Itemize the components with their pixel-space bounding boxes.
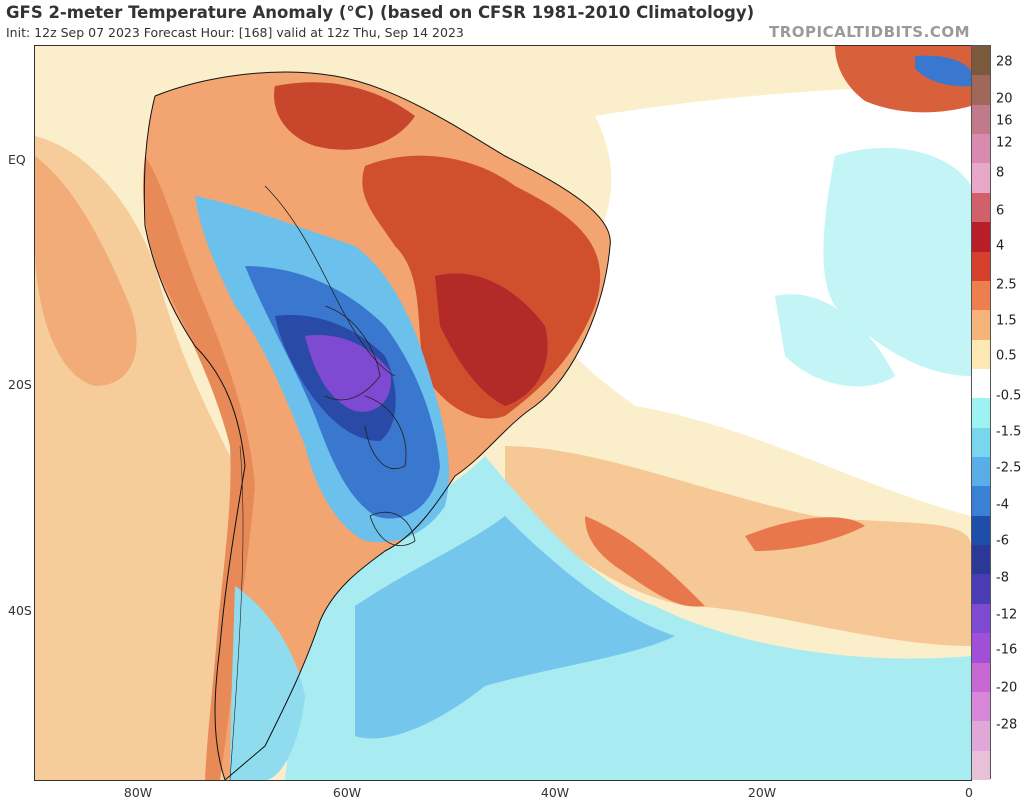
colorbar-tick-label: 16	[996, 113, 1013, 129]
pacific-warm-core	[35, 156, 137, 386]
atlantic-cool-patch-north	[823, 147, 971, 376]
africa-cold-patch	[915, 55, 971, 87]
colorbar-tick-label: 12	[996, 135, 1013, 151]
colorbar-segment	[972, 368, 990, 399]
lat-label-40s: 40S	[8, 603, 32, 618]
colorbar-tick-label: 1.5	[996, 313, 1017, 329]
colorbar-segment	[972, 721, 990, 752]
colorbar-segment	[972, 515, 990, 546]
colorbar-segment	[972, 134, 990, 164]
colorbar-tick-label: -4	[996, 497, 1009, 513]
coastline	[154, 71, 611, 780]
colorbar-tick-label: -0.5	[996, 388, 1022, 404]
lon-label-80w: 80W	[123, 785, 153, 800]
patagonia-cool	[230, 586, 305, 780]
colorbar-tick-label: 2.5	[996, 277, 1017, 293]
colorbar-segment	[972, 75, 990, 106]
lon-label-60w: 60W	[332, 785, 362, 800]
country-border-uruguay	[369, 511, 416, 547]
purple-extreme-core	[305, 335, 391, 412]
south-atlantic-hot-core	[585, 516, 705, 607]
colorbar-segment	[972, 398, 990, 429]
colorbar-tick-label: -1.5	[996, 424, 1022, 440]
country-border-chile-argentina	[229, 445, 244, 780]
colorbar-segment	[972, 192, 990, 223]
colorbar-segment	[972, 545, 990, 575]
colorbar-tick-label: -20	[996, 680, 1018, 696]
colorbar-segment	[972, 427, 990, 458]
colorbar	[971, 45, 991, 781]
colorbar-tick-label: 8	[996, 165, 1005, 181]
colorbar-tick-label: 0.5	[996, 348, 1017, 364]
chart-title: GFS 2-meter Temperature Anomaly (°C) (ba…	[6, 3, 755, 22]
chart-subtitle: Init: 12z Sep 07 2023 Forecast Hour: [16…	[6, 25, 464, 40]
southern-ocean-cold	[355, 516, 675, 739]
lat-label-eq: EQ	[8, 152, 26, 167]
colorbar-tick-label: -2.5	[996, 460, 1022, 476]
colorbar-tick-label: 6	[996, 203, 1005, 219]
colorbar-segment	[972, 251, 990, 282]
colorbar-tick-label: 4	[996, 238, 1005, 254]
colorbar-tick-label: 20	[996, 91, 1013, 107]
colorbar-segment	[972, 163, 990, 194]
colorbar-tick-label: -6	[996, 533, 1009, 549]
colorbar-tick-label: -12	[996, 607, 1018, 623]
colorbar-tick-label: -28	[996, 717, 1018, 733]
colorbar-segment	[972, 662, 990, 693]
colorbar-segment	[972, 633, 990, 664]
south-atlantic-hot-streak	[745, 517, 865, 551]
andes-warm-strip	[143, 156, 255, 780]
colorbar-tick-label: -16	[996, 642, 1018, 658]
colorbar-segment	[972, 691, 990, 722]
country-border-paraguay	[364, 395, 407, 469]
country-border-bolivia	[324, 305, 381, 401]
lon-label-40w: 40W	[540, 785, 570, 800]
colorbar-segment	[972, 339, 990, 370]
south-atlantic-warm-band	[505, 446, 971, 646]
atlantic-cool-patch-mid	[775, 294, 895, 387]
colorbar-segment	[972, 750, 990, 781]
colorbar-tick-label: 28	[996, 54, 1013, 70]
colorbar-segment	[972, 603, 990, 634]
colorbar-tick-label: -8	[996, 570, 1009, 586]
colorbar-segment	[972, 104, 990, 135]
coastline-west	[143, 95, 246, 780]
colorbar-segment	[972, 457, 990, 487]
colorbar-segment	[972, 280, 990, 311]
lat-label-20s: 20S	[8, 377, 32, 392]
colorbar-segment	[972, 310, 990, 341]
colorbar-segment	[972, 46, 990, 76]
brand-watermark: TROPICALTIDBITS.COM	[769, 23, 970, 41]
lon-label-20w: 20W	[747, 785, 777, 800]
amazon-north-hot	[274, 82, 415, 150]
map-canvas	[35, 46, 971, 780]
anomaly-map	[34, 45, 972, 781]
colorbar-segment	[972, 574, 990, 605]
colorbar-segment	[972, 486, 990, 517]
lon-label-0: 0	[965, 785, 973, 800]
colorbar-segment	[972, 222, 990, 253]
brazil-hot-core	[435, 273, 548, 406]
